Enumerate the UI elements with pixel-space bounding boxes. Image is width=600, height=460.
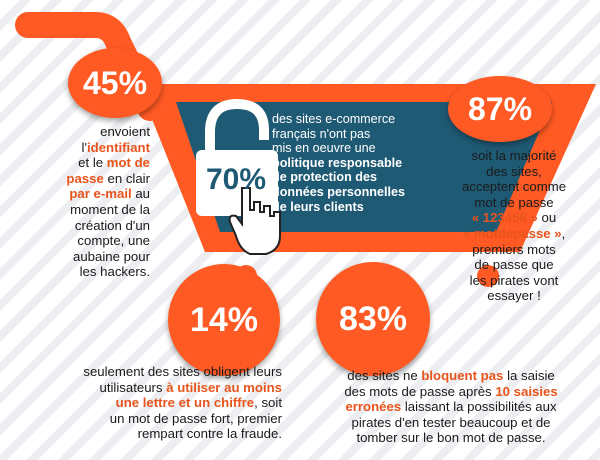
- stat-83-badge: 83%: [316, 262, 430, 376]
- stat-45-percent: 45%: [82, 64, 148, 101]
- cart-handle-icon: [15, 12, 163, 121]
- stat-70-text: des sites e-commerce français n'ont pas …: [272, 112, 405, 214]
- stat-45-badge: 45%: [68, 48, 162, 118]
- cart-wheel-icon: [477, 265, 499, 287]
- stat-83-text: des sites ne bloquent pas la saisie des …: [344, 368, 558, 446]
- stat-87-percent: 87%: [467, 90, 533, 127]
- stat-70-percent: 70%: [205, 163, 267, 196]
- stat-14-badge: 14%: [168, 264, 280, 376]
- stat-87-text: soit la majorité des sites, acceptent co…: [461, 148, 567, 304]
- stat-14-percent: 14%: [189, 300, 259, 339]
- stat-87-badge: 87%: [448, 76, 552, 142]
- stat-83-percent: 83%: [338, 299, 408, 338]
- stat-14-text: seulement des sites obligent leurs utili…: [83, 364, 282, 442]
- padlock-icon: [196, 98, 278, 216]
- stat-45-text: envoient l'identifiant et le mot de pass…: [66, 124, 150, 280]
- hand-cursor-icon: [228, 187, 281, 255]
